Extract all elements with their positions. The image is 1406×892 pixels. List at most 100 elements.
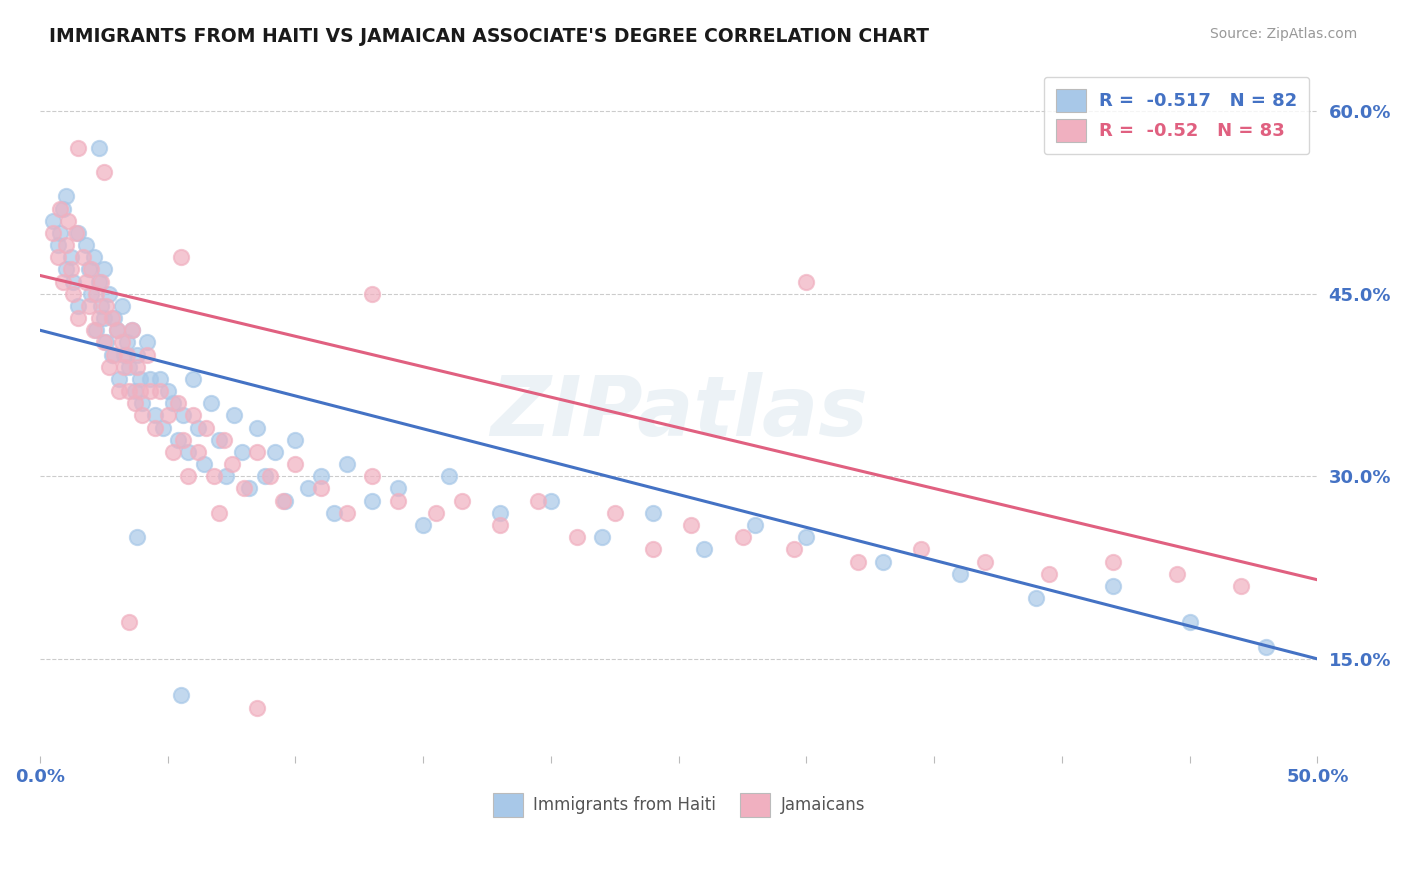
Point — [187, 445, 209, 459]
Point — [87, 141, 110, 155]
Point — [128, 384, 150, 398]
Point — [96, 299, 118, 313]
Point — [124, 384, 146, 398]
Point — [361, 469, 384, 483]
Point — [202, 469, 225, 483]
Point — [59, 250, 82, 264]
Point — [489, 518, 512, 533]
Point — [224, 409, 246, 423]
Point — [731, 530, 754, 544]
Point — [208, 433, 231, 447]
Point — [83, 250, 105, 264]
Point — [172, 409, 194, 423]
Point — [425, 506, 447, 520]
Text: ZIPatlas: ZIPatlas — [489, 372, 868, 453]
Point — [693, 542, 716, 557]
Point — [72, 250, 94, 264]
Point — [67, 299, 90, 313]
Point — [221, 457, 243, 471]
Point — [208, 506, 231, 520]
Point — [46, 238, 69, 252]
Point — [75, 275, 97, 289]
Point — [231, 445, 253, 459]
Point — [744, 518, 766, 533]
Point — [1102, 554, 1125, 568]
Point — [450, 493, 472, 508]
Point — [309, 482, 332, 496]
Point — [90, 275, 112, 289]
Point — [125, 359, 148, 374]
Point — [271, 493, 294, 508]
Point — [387, 493, 409, 508]
Point — [796, 530, 818, 544]
Point — [1229, 579, 1251, 593]
Point — [193, 457, 215, 471]
Point — [246, 445, 269, 459]
Point — [149, 372, 172, 386]
Point — [131, 396, 153, 410]
Point — [152, 420, 174, 434]
Point — [59, 262, 82, 277]
Point — [98, 359, 121, 374]
Point — [62, 275, 84, 289]
Point — [96, 335, 118, 350]
Point — [284, 457, 307, 471]
Point — [105, 323, 128, 337]
Point — [55, 238, 77, 252]
Point — [90, 299, 112, 313]
Point — [387, 482, 409, 496]
Point — [93, 165, 115, 179]
Point — [103, 311, 125, 326]
Point — [143, 409, 166, 423]
Point — [118, 615, 141, 630]
Point — [872, 554, 894, 568]
Point — [591, 530, 613, 544]
Point — [62, 286, 84, 301]
Point — [1178, 615, 1201, 630]
Point — [87, 311, 110, 326]
Point — [187, 420, 209, 434]
Point — [177, 445, 200, 459]
Point — [200, 396, 222, 410]
Point — [112, 359, 135, 374]
Point — [42, 213, 65, 227]
Point — [80, 262, 103, 277]
Point — [98, 286, 121, 301]
Point — [1038, 566, 1060, 581]
Point — [238, 482, 260, 496]
Point — [55, 262, 77, 277]
Point — [162, 396, 184, 410]
Point — [274, 493, 297, 508]
Point — [112, 348, 135, 362]
Point — [361, 493, 384, 508]
Text: IMMIGRANTS FROM HAITI VS JAMAICAN ASSOCIATE'S DEGREE CORRELATION CHART: IMMIGRANTS FROM HAITI VS JAMAICAN ASSOCI… — [49, 27, 929, 45]
Point — [974, 554, 997, 568]
Point — [93, 335, 115, 350]
Point — [156, 409, 179, 423]
Point — [846, 554, 869, 568]
Point — [77, 299, 100, 313]
Point — [52, 202, 75, 216]
Point — [195, 420, 218, 434]
Point — [115, 348, 138, 362]
Point — [84, 323, 107, 337]
Point — [100, 311, 122, 326]
Point — [169, 250, 191, 264]
Point — [46, 250, 69, 264]
Point — [131, 409, 153, 423]
Point — [111, 335, 134, 350]
Point — [108, 384, 131, 398]
Point — [412, 518, 434, 533]
Point — [111, 299, 134, 313]
Point — [75, 238, 97, 252]
Point — [489, 506, 512, 520]
Point — [42, 226, 65, 240]
Point — [125, 348, 148, 362]
Point — [103, 348, 125, 362]
Point — [87, 275, 110, 289]
Point — [565, 530, 588, 544]
Point — [681, 518, 703, 533]
Point — [162, 445, 184, 459]
Point — [335, 506, 357, 520]
Point — [49, 226, 72, 240]
